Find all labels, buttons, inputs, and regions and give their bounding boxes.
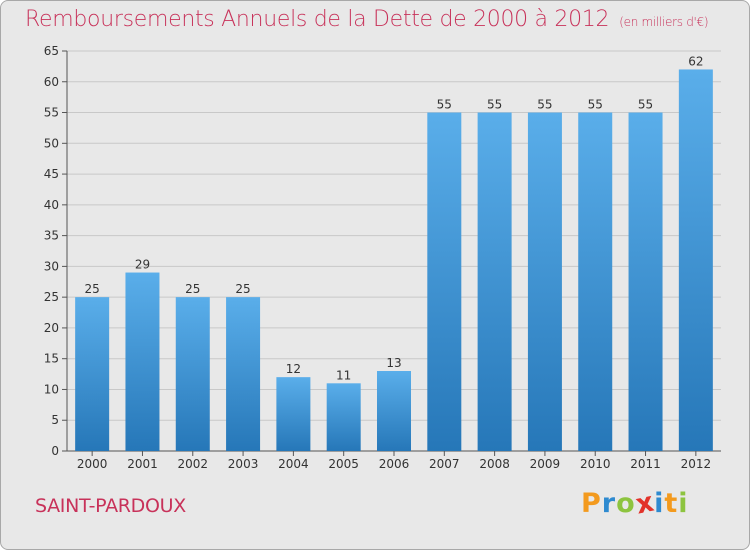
x-tick-label-2011: 2011 [630, 457, 661, 471]
logo-letter: i [678, 488, 689, 519]
bar-2002 [175, 297, 210, 451]
y-tick-label: 5 [51, 413, 59, 427]
value-label-2004: 12 [286, 362, 301, 376]
x-tick-label-2003: 2003 [228, 457, 259, 471]
value-label-2009: 55 [537, 98, 552, 112]
y-tick-label: 40 [44, 198, 59, 212]
y-tick-label: 0 [51, 444, 59, 458]
value-label-2006: 13 [386, 356, 401, 370]
value-label-2008: 55 [487, 98, 502, 112]
y-tick-label: 60 [44, 75, 59, 89]
value-label-2000: 25 [85, 282, 100, 296]
x-tick-label-2008: 2008 [479, 457, 510, 471]
bar-2009 [527, 112, 562, 452]
bar-2004 [276, 377, 311, 451]
bar-2011 [628, 112, 663, 452]
y-tick-label: 30 [44, 259, 59, 273]
x-tick-label-2004: 2004 [278, 457, 309, 471]
x-tick-label-2002: 2002 [177, 457, 208, 471]
x-tick-label-2005: 2005 [328, 457, 359, 471]
y-tick-label: 35 [44, 229, 59, 243]
value-label-2011: 55 [638, 98, 653, 112]
bar-2000 [75, 297, 110, 451]
value-label-2012: 62 [688, 54, 703, 68]
commune-name: SAINT-PARDOUX [35, 495, 186, 517]
value-label-2005: 11 [336, 368, 351, 382]
bar-2001 [125, 272, 160, 451]
chart-title: Remboursements Annuels de la Dette de 20… [25, 7, 709, 32]
value-label-2010: 55 [588, 98, 603, 112]
y-tick-label: 45 [44, 167, 59, 181]
x-tick-label-2006: 2006 [379, 457, 410, 471]
bar-2005 [326, 383, 361, 451]
logo-letter: P [581, 488, 602, 519]
y-tick-label: 65 [44, 44, 59, 58]
bar-2006 [377, 371, 411, 451]
x-tick-label-2009: 2009 [530, 457, 561, 471]
bars [75, 69, 713, 452]
y-tick-label: 55 [44, 106, 59, 120]
value-label-2002: 25 [185, 282, 200, 296]
chart-title-text: Remboursements Annuels de la Dette de 20… [25, 7, 610, 32]
logo-letter: t [664, 488, 679, 519]
bar-2008 [477, 112, 512, 452]
value-label-2007: 55 [437, 98, 452, 112]
x-tick-label-2012: 2012 [681, 457, 712, 471]
logo-letter: o [616, 488, 636, 519]
proxiti-logo[interactable]: Proxiti [581, 486, 689, 520]
y-tick-label: 50 [44, 136, 59, 150]
y-tick-label: 20 [44, 321, 59, 335]
x-tick-label-2000: 2000 [77, 457, 108, 471]
bar-2003 [226, 297, 261, 451]
labels: 0 5 10 15 20 25 30 35 40 45 50 55 60 65 25 2000 29 2001 25… [44, 44, 711, 471]
logo-letter: i [654, 488, 665, 519]
value-label-2001: 29 [135, 258, 150, 272]
y-tick-label: 10 [44, 382, 59, 396]
bar-2010 [578, 112, 613, 452]
x-tick-label-2007: 2007 [429, 457, 460, 471]
logo-letter: r [601, 488, 617, 519]
value-label-2003: 25 [235, 282, 250, 296]
y-tick-label: 25 [44, 290, 59, 304]
bar-2007 [427, 112, 462, 452]
bar-2012 [678, 69, 713, 451]
x-tick-label-2010: 2010 [580, 457, 611, 471]
x-tick-label-2001: 2001 [127, 457, 158, 471]
y-tick-label: 15 [44, 352, 59, 366]
chart-unit: (en milliers d'€) [619, 15, 709, 29]
